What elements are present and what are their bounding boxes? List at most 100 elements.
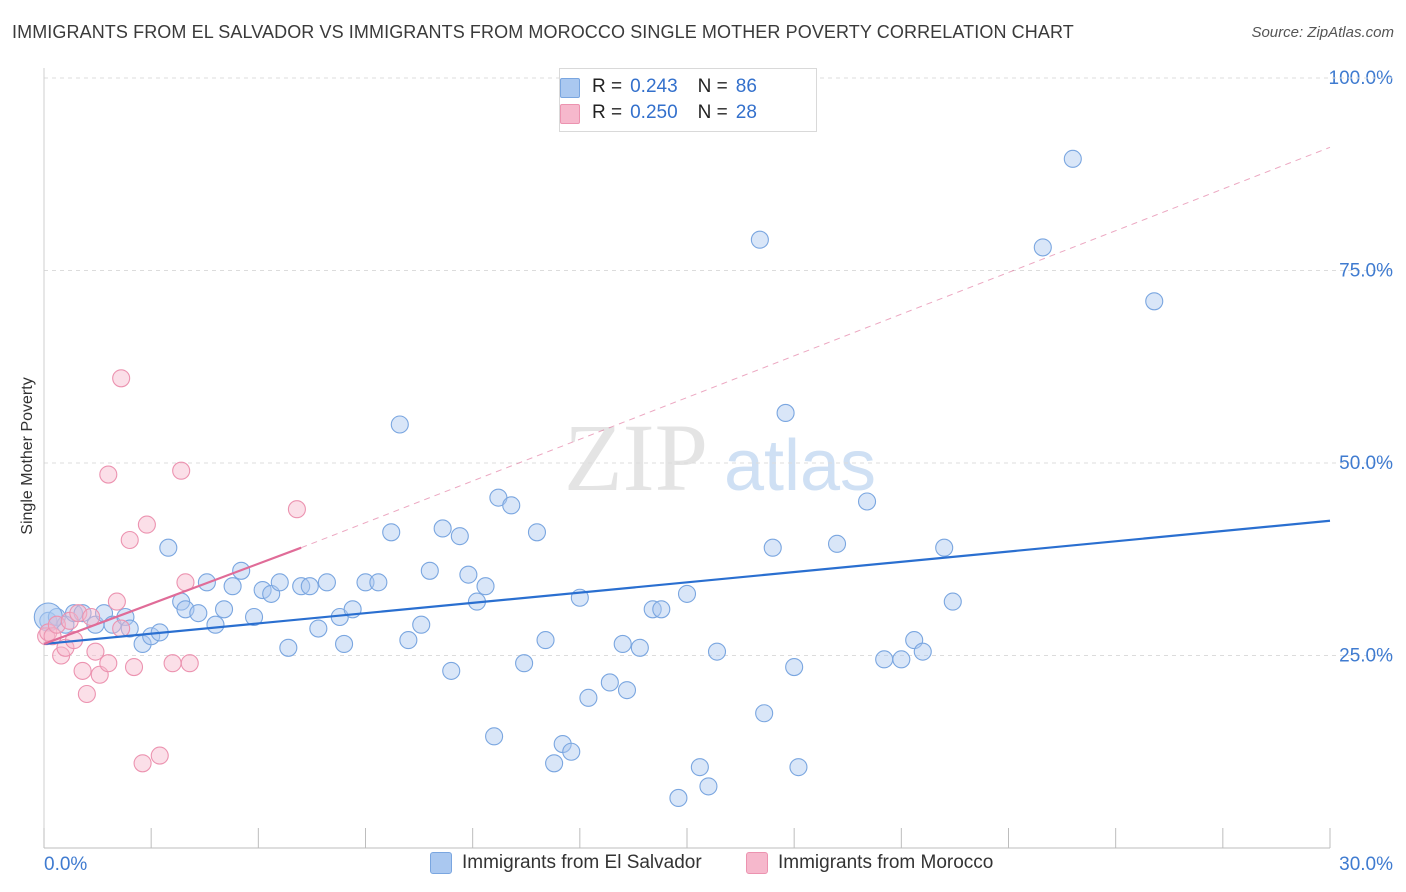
morocco-point — [99, 654, 118, 673]
y-tick-label: 100.0% — [1329, 68, 1394, 89]
morocco-point — [107, 592, 126, 611]
el-salvador-point — [763, 538, 782, 557]
el-salvador-point — [382, 523, 401, 542]
el-salvador-point — [892, 650, 911, 669]
legend-label: Immigrants from Morocco — [778, 852, 994, 873]
morocco-point — [86, 642, 105, 661]
morocco-point — [73, 661, 92, 680]
y-tick-label: 75.0% — [1339, 261, 1393, 282]
el-salvador-point — [317, 573, 336, 592]
el-salvador-point — [536, 631, 555, 650]
el-salvador-point — [527, 523, 547, 542]
legend-n-value: 86 — [735, 76, 757, 97]
el-salvador-point — [652, 600, 671, 619]
legend-r-label: R = — [592, 76, 623, 97]
morocco-point — [287, 500, 306, 519]
el-salvador-point — [214, 600, 234, 619]
watermark-atlas: atlas — [724, 426, 876, 506]
y-tick-label: 25.0% — [1339, 646, 1393, 667]
el-salvador-trend-line — [43, 519, 1331, 646]
el-salvador-point — [300, 577, 319, 596]
morocco-point — [120, 530, 139, 550]
el-salvador-point — [244, 607, 264, 627]
legend-n-value: 28 — [735, 102, 757, 123]
el-salvador-point — [309, 619, 328, 638]
el-salvador-point — [600, 673, 619, 692]
legend-row-morocco: R = 0.250 N = 28 — [560, 100, 757, 126]
chart-title: IMMIGRANTS FROM EL SALVADOR VS IMMIGRANT… — [12, 22, 1074, 42]
el-salvador-point — [755, 704, 774, 723]
el-salvador-point — [545, 754, 564, 773]
el-salvador-point — [189, 604, 208, 623]
el-salvador-point — [459, 565, 478, 584]
el-salvador-point — [485, 727, 504, 746]
el-salvador-point — [253, 580, 272, 600]
morocco-trend-extension — [301, 146, 1331, 549]
el-salvador-point — [142, 627, 161, 646]
legend-r-value: 0.250 — [630, 102, 678, 123]
x-tick-label: 30.0% — [1339, 854, 1393, 875]
el-salvador-point — [433, 519, 452, 538]
legend-n-label: N = — [697, 102, 728, 123]
el-salvador-point — [827, 534, 847, 553]
morocco-point — [133, 754, 152, 773]
x-tick-label: 0.0% — [44, 854, 87, 875]
el-salvador-point — [875, 650, 894, 669]
el-salvador-point — [707, 642, 727, 661]
el-salvador-point — [699, 777, 718, 796]
legend-label: Immigrants from El Salvador — [462, 852, 702, 873]
el-salvador-point — [279, 638, 298, 657]
legend-swatch-blue — [430, 852, 452, 874]
el-salvador-point — [356, 573, 375, 592]
chart-source: Source: ZipAtlas.com — [1251, 24, 1394, 41]
legend-swatch-pink — [746, 852, 768, 874]
el-salvador-point — [159, 538, 178, 557]
legend-swatch-blue — [560, 78, 580, 98]
legend-r-value: 0.243 — [630, 76, 678, 97]
el-salvador-point — [270, 573, 289, 592]
el-salvador-point — [335, 634, 354, 654]
el-salvador-point — [399, 631, 418, 650]
morocco-point — [137, 515, 156, 534]
legend-swatch-pink — [560, 104, 580, 124]
el-salvador-point — [750, 230, 769, 249]
legend-item-el-salvador: Immigrants from El Salvador — [430, 852, 702, 874]
legend-item-morocco: Immigrants from Morocco — [746, 852, 993, 874]
morocco-point — [124, 657, 144, 677]
legend-row-el-salvador: R = 0.243 N = 86 — [560, 74, 757, 100]
el-salvador-point — [420, 561, 439, 580]
el-salvador-point — [412, 615, 431, 634]
y-tick-label: 50.0% — [1339, 453, 1393, 474]
el-salvador-point — [562, 742, 581, 761]
el-salvador-point — [677, 584, 697, 603]
el-salvador-point — [630, 638, 649, 657]
el-salvador-point — [369, 573, 388, 592]
el-salvador-point — [502, 496, 521, 515]
el-salvador-point — [943, 592, 962, 611]
el-salvador-point — [1063, 149, 1082, 168]
correlation-legend: R = 0.243 N = 86 R = 0.250 N = 28 — [559, 68, 817, 132]
el-salvador-point — [935, 538, 954, 557]
el-salvador-point — [785, 657, 804, 677]
el-salvador-point — [515, 654, 534, 673]
el-salvador-point — [617, 681, 637, 700]
morocco-trend-line — [43, 546, 302, 645]
el-salvador-point — [776, 403, 795, 423]
morocco-point — [77, 684, 96, 704]
el-salvador-point — [223, 577, 242, 596]
el-salvador-point — [579, 688, 598, 707]
el-salvador-point — [206, 615, 225, 634]
morocco-point — [112, 369, 131, 388]
series-legend: Immigrants from El Salvador Immigrants f… — [0, 852, 1406, 878]
el-salvador-point — [476, 577, 495, 596]
el-salvador-point — [442, 661, 461, 680]
morocco-point — [163, 654, 182, 673]
el-salvador-point — [450, 527, 469, 546]
morocco-point — [43, 627, 62, 646]
morocco-point — [180, 654, 199, 673]
el-salvador-point — [1145, 292, 1164, 311]
el-salvador-point — [390, 415, 409, 434]
legend-r-label: R = — [592, 102, 623, 123]
morocco-point — [112, 619, 131, 638]
